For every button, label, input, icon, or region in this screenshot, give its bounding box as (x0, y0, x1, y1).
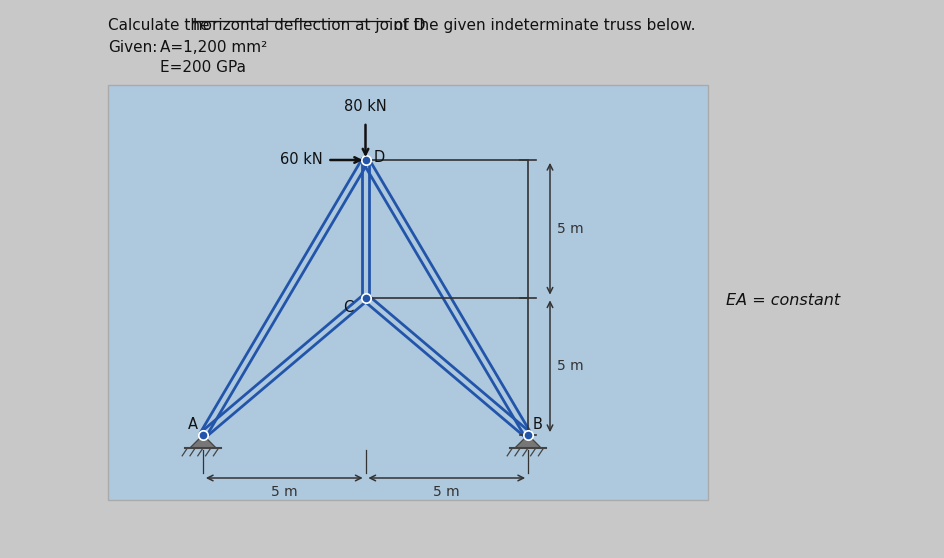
Text: Calculate the: Calculate the (108, 18, 214, 33)
Text: horizontal deflection at joint D: horizontal deflection at joint D (194, 18, 426, 33)
Text: A=1,200 mm²: A=1,200 mm² (160, 40, 267, 55)
Polygon shape (514, 435, 540, 448)
Text: D: D (373, 151, 384, 166)
Text: 5 m: 5 m (556, 359, 583, 373)
Text: 5 m: 5 m (433, 485, 460, 499)
Polygon shape (190, 435, 216, 448)
Text: EA = constant: EA = constant (725, 294, 839, 309)
Text: C: C (343, 301, 353, 315)
Text: E=200 GPa: E=200 GPa (160, 60, 245, 75)
Text: A: A (188, 417, 198, 432)
Text: 5 m: 5 m (556, 222, 583, 235)
Text: B: B (532, 417, 542, 432)
Bar (108, 85, 707, 500)
Text: 80 kN: 80 kN (344, 99, 386, 114)
Text: Given:: Given: (108, 40, 158, 55)
Text: of the given indeterminate truss below.: of the given indeterminate truss below. (388, 18, 695, 33)
Text: 5 m: 5 m (271, 485, 297, 499)
Text: 60 kN: 60 kN (279, 152, 322, 166)
